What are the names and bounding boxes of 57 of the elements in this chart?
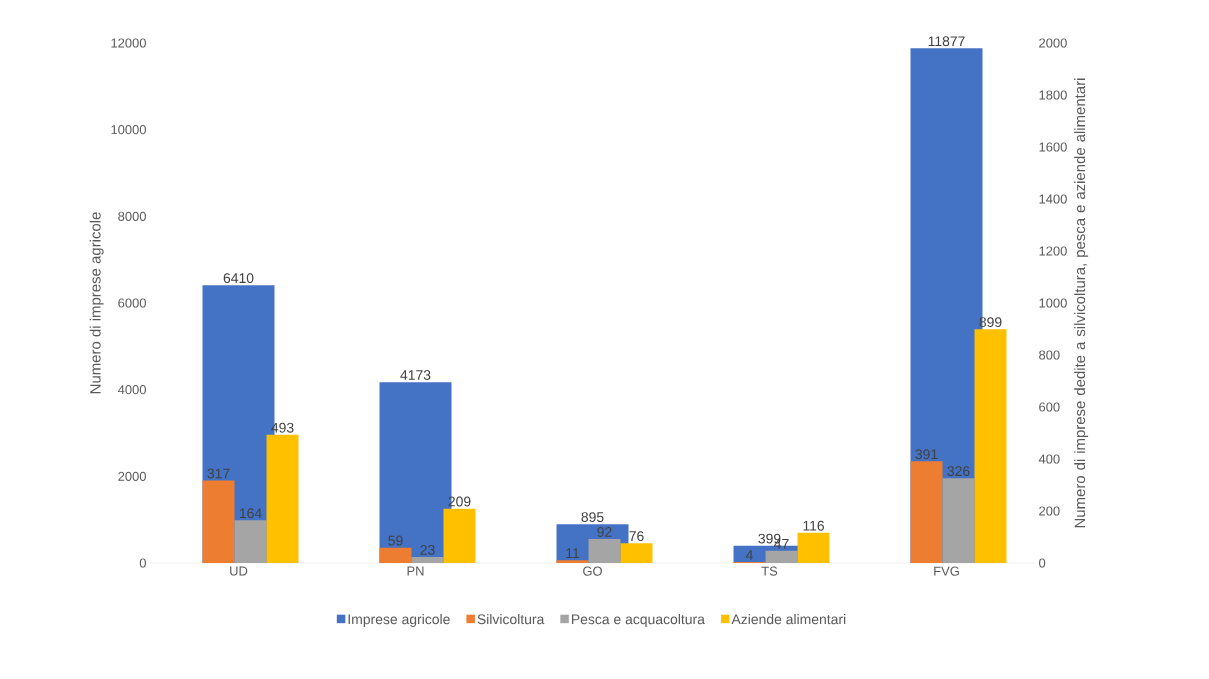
legend-label: Imprese agricole xyxy=(348,613,450,627)
bar xyxy=(556,560,589,563)
x-tick-label: FVG xyxy=(934,566,959,576)
bar xyxy=(910,461,943,563)
y2-tick-label: 1800 xyxy=(1039,90,1067,100)
data-label: 317 xyxy=(207,468,230,479)
y2-tick-label: 0 xyxy=(1039,558,1046,568)
data-label: 895 xyxy=(581,512,604,523)
data-label: 11 xyxy=(566,548,580,558)
data-label: 23 xyxy=(420,544,435,555)
bar xyxy=(266,434,299,563)
bar xyxy=(588,539,621,563)
bar xyxy=(202,480,235,563)
bar xyxy=(620,543,653,563)
y2-tick-label: 1200 xyxy=(1039,246,1067,256)
y2-tick-label: 1600 xyxy=(1039,142,1067,152)
y-tick-label: 10000 xyxy=(111,125,146,135)
data-label: 76 xyxy=(629,531,644,542)
y2-tick-label: 200 xyxy=(1039,506,1060,516)
y-tick-label: 6000 xyxy=(118,298,146,308)
data-label: 4 xyxy=(745,550,753,560)
bar xyxy=(942,478,975,563)
y2-tick-label: 1400 xyxy=(1039,194,1067,204)
data-label: 11877 xyxy=(928,36,965,47)
data-label: 116 xyxy=(803,520,825,531)
x-tick-label: PN xyxy=(407,566,424,576)
bar xyxy=(974,329,1007,563)
y-axis-title: Numero di imprese agricole xyxy=(89,212,104,394)
data-label: 164 xyxy=(239,508,262,519)
legend-label: Pesca e acquacoltura xyxy=(571,613,705,627)
x-tick-label: GO xyxy=(583,566,602,576)
y2-tick-label: 600 xyxy=(1039,402,1060,412)
y-tick-label: 2000 xyxy=(118,471,146,481)
y2-tick-label: 1000 xyxy=(1039,298,1067,308)
y2-tick-label: 400 xyxy=(1038,454,1060,464)
y-tick-label: 12000 xyxy=(111,38,146,48)
y2-axis-title: Numero di imprese dedite a silvicoltura, pesca e aziende alimentari xyxy=(1074,78,1089,528)
bar xyxy=(765,550,798,563)
y2-tick-label: 800 xyxy=(1039,350,1060,360)
bar xyxy=(411,557,444,563)
y2-tick-label: 2000 xyxy=(1039,38,1067,48)
data-label: 59 xyxy=(388,535,403,546)
data-label: 391 xyxy=(915,449,938,460)
bar xyxy=(379,547,412,563)
data-label: 326 xyxy=(947,466,970,477)
y-tick-label: 4000 xyxy=(117,385,146,395)
data-label: 4173 xyxy=(400,370,431,380)
x-tick-label: UD xyxy=(230,566,248,576)
data-label: 6410 xyxy=(223,273,254,284)
x-tick-label: TS xyxy=(761,566,778,576)
y-tick-label: 8000 xyxy=(118,211,146,221)
bar xyxy=(443,508,476,563)
legend-label: Silvicoltura xyxy=(477,613,545,625)
bar xyxy=(234,520,267,563)
data-label: 92 xyxy=(597,527,612,537)
legend-label: Aziende alimentari xyxy=(731,613,846,625)
y-tick-label: 0 xyxy=(139,558,146,568)
